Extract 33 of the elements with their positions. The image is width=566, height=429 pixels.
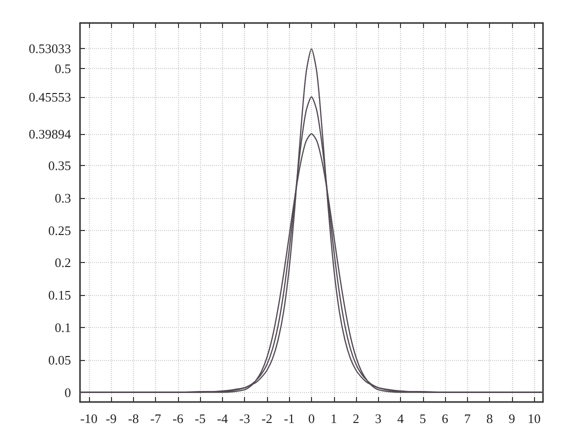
y-tick-label: 0.05 [48, 352, 71, 368]
x-tick-label: -10 [80, 411, 98, 426]
x-tick-label: 7 [464, 411, 472, 426]
x-tick-label: -8 [128, 411, 139, 426]
x-tick-label: 3 [375, 411, 382, 426]
y-tick-label: 0.53033 [28, 41, 71, 56]
x-tick-label: -6 [172, 411, 184, 426]
y-tick-label: 0.1 [54, 320, 71, 335]
x-tick-label: -9 [106, 411, 117, 426]
x-tick-label: 10 [528, 411, 541, 426]
x-tick-label: 6 [442, 411, 449, 426]
y-tick-label: 0 [64, 384, 71, 400]
x-tick-label: -5 [194, 411, 206, 426]
x-tick-label: -1 [284, 411, 295, 426]
y-tick-label: 0.39894 [28, 126, 72, 142]
x-tick-label: -7 [150, 411, 162, 426]
x-tick-label: 2 [352, 411, 360, 426]
y-tick-label: 0.35 [48, 158, 71, 174]
x-tick-label: 0 [308, 411, 315, 426]
y-tick-label: 0.3 [54, 190, 71, 206]
x-tick-label: 4 [397, 411, 404, 426]
x-tick-label: -2 [262, 411, 272, 426]
x-tick-label: 9 [508, 411, 516, 426]
y-tick-label: 0.15 [48, 288, 71, 303]
x-tick-label: 5 [420, 411, 426, 426]
x-tick-label: -3 [239, 411, 250, 426]
x-tick-label: 1 [330, 411, 338, 426]
y-tick-label: 0.45553 [28, 90, 71, 105]
y-tick-label: 0.25 [48, 222, 71, 238]
x-tick-label: 8 [486, 411, 493, 426]
y-tick-label: 0.5 [54, 60, 71, 76]
x-tick-label: -4 [217, 411, 228, 426]
y-tick-label: 0.2 [54, 255, 71, 270]
